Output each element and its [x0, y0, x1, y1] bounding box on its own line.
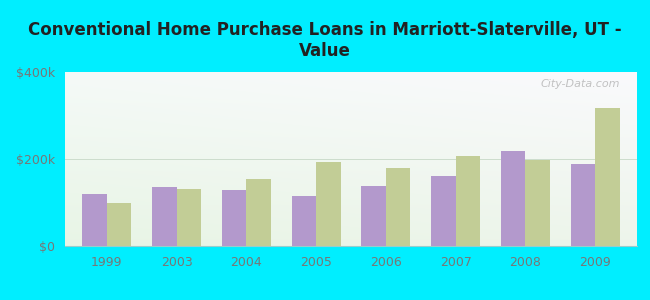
Bar: [595, 108, 619, 246]
Bar: [525, 160, 550, 246]
Bar: [292, 196, 316, 246]
Bar: [571, 164, 595, 246]
Bar: [431, 176, 456, 246]
Text: City-Data.com: City-Data.com: [540, 79, 620, 89]
Bar: [361, 186, 386, 246]
Bar: [222, 190, 246, 246]
Bar: [152, 187, 177, 246]
Bar: [501, 151, 525, 246]
Bar: [456, 155, 480, 246]
Bar: [386, 168, 410, 246]
Bar: [316, 163, 341, 246]
Bar: [246, 178, 271, 246]
Bar: [177, 190, 201, 246]
Bar: [83, 194, 107, 246]
Text: Conventional Home Purchase Loans in Marriott-Slaterville, UT -
Value: Conventional Home Purchase Loans in Marr…: [28, 21, 622, 60]
Bar: [107, 202, 131, 246]
